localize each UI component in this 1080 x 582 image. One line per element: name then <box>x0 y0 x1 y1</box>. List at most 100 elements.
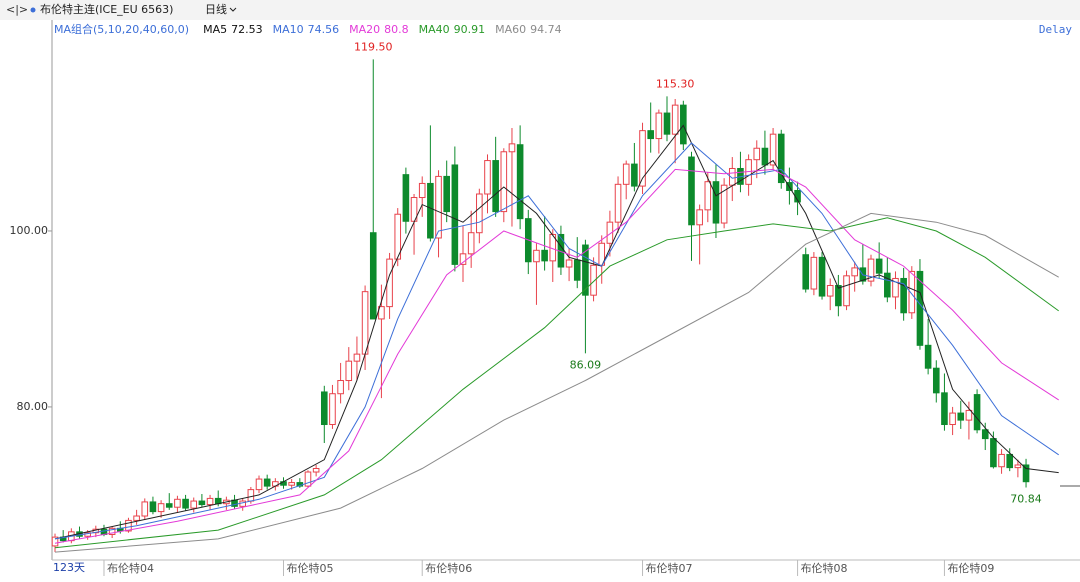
instrument-title: 布伦特主连(ICE_EU 6563) <box>40 2 173 16</box>
x-tick-label: 布伦特09 <box>947 561 994 575</box>
candle-body-up <box>908 270 916 314</box>
extreme-label: 119.50 <box>354 40 393 53</box>
toolbar <box>0 0 1080 20</box>
candle-body-down <box>492 160 499 213</box>
candle-body-down <box>541 249 548 262</box>
x-tick-label: 布伦特06 <box>425 561 472 575</box>
candle-body-down <box>957 412 965 421</box>
legend-value: 80.8 <box>384 23 409 36</box>
ma-line <box>54 212 1059 553</box>
candle-body-down <box>802 254 810 290</box>
legend-title: MA组合(5,10,20,40,60,0) <box>54 22 189 36</box>
candle-body-up <box>467 232 475 255</box>
candle-body-up <box>769 133 777 166</box>
legend-name: MA60 <box>495 23 526 36</box>
ma-line <box>54 124 1059 540</box>
candle-body-down <box>369 232 377 320</box>
candle-body-up <box>484 160 491 195</box>
candle-body-down <box>835 285 842 307</box>
candle-body-up <box>247 489 255 502</box>
candle-body-up <box>500 151 508 213</box>
candle-body-up <box>753 147 761 161</box>
candle-body-up <box>329 393 336 426</box>
candle-body-up <box>892 277 899 298</box>
y-tick-label: 100.00 <box>10 224 49 237</box>
candle-body-up <box>704 181 712 211</box>
candle-body-up <box>851 267 858 277</box>
legend-name: MA40 <box>419 23 450 36</box>
legend-name: MA10 <box>273 23 304 36</box>
candle-body-down <box>924 344 932 369</box>
candle-body-down <box>165 503 173 508</box>
candle-body-down <box>973 394 981 431</box>
candle-body-down <box>443 175 450 213</box>
candle-body-up <box>533 249 540 263</box>
extreme-label: 86.09 <box>570 358 602 371</box>
candle-body-up <box>639 130 646 187</box>
candle-body-down <box>516 144 524 220</box>
candle-body-down <box>320 391 328 426</box>
candle-body-up <box>867 258 875 282</box>
legend-name: MA5 <box>203 23 227 36</box>
candle-body-up <box>418 182 426 199</box>
candle-body-up <box>949 412 956 426</box>
candle-body-up <box>174 498 181 508</box>
candle-body-down <box>1022 464 1030 483</box>
candle-body-down <box>263 478 271 487</box>
candle-body-up <box>965 409 973 421</box>
candle-body-down <box>884 272 891 298</box>
ma-line <box>54 168 1059 544</box>
candle-body-up <box>671 104 679 135</box>
candle-body-up <box>190 500 198 509</box>
candle-body-up <box>108 527 116 535</box>
candle-body-down <box>451 164 459 265</box>
candle-body-down <box>990 438 997 468</box>
candle-body-down <box>582 244 589 296</box>
candle-body-down <box>688 156 695 226</box>
candle-body-up <box>304 471 312 487</box>
candle-body-up <box>459 253 467 265</box>
candle-body-up <box>435 175 442 239</box>
x-tick-label: 布伦特05 <box>286 561 333 575</box>
extreme-label: 70.84 <box>1010 493 1042 506</box>
candle-body-down <box>777 133 785 184</box>
period-select[interactable]: 日线 <box>205 2 227 16</box>
candle-body-down <box>1006 453 1014 469</box>
candle-body-up <box>337 380 344 395</box>
candle-body-up <box>206 497 214 506</box>
x-tick-label: 布伦特08 <box>801 561 848 575</box>
period-caret[interactable] <box>229 7 237 12</box>
candle-body-up <box>1014 464 1022 469</box>
candle-body-up <box>255 478 263 491</box>
candle-body-down <box>875 258 883 274</box>
legend-value: 72.53 <box>231 23 263 36</box>
legend-name: MA20 <box>349 23 380 36</box>
candle-body-up <box>843 275 850 307</box>
candle-body-up <box>998 453 1005 468</box>
candle-body-down <box>647 130 654 140</box>
candle-body-up <box>696 209 703 226</box>
candle-body-up <box>720 184 728 224</box>
candle-body-up <box>345 360 353 382</box>
candle-body-down <box>198 500 206 506</box>
candle-body-up <box>590 264 597 296</box>
extreme-label: 115.30 <box>656 77 695 90</box>
candle-body-down <box>680 104 687 145</box>
candle-body-down <box>402 174 410 222</box>
range-label: 123天 <box>53 561 85 574</box>
candle-body-up <box>361 291 369 355</box>
candle-body-up <box>826 285 834 297</box>
candle-body-up <box>125 519 132 532</box>
candle-body-up <box>288 482 295 486</box>
candle-body-up <box>378 306 385 320</box>
candle-body-up <box>133 515 140 521</box>
candle-body-up <box>655 112 663 140</box>
candle-body-up <box>614 183 622 223</box>
toolbar-icon[interactable]: <|> <box>6 3 28 16</box>
candle-body-up <box>157 503 165 513</box>
candle-body-up <box>606 221 614 244</box>
ma-line <box>54 142 1059 540</box>
candle-body-up <box>565 259 573 268</box>
candle-body-down <box>663 112 671 135</box>
legend-value: 94.74 <box>530 23 562 36</box>
